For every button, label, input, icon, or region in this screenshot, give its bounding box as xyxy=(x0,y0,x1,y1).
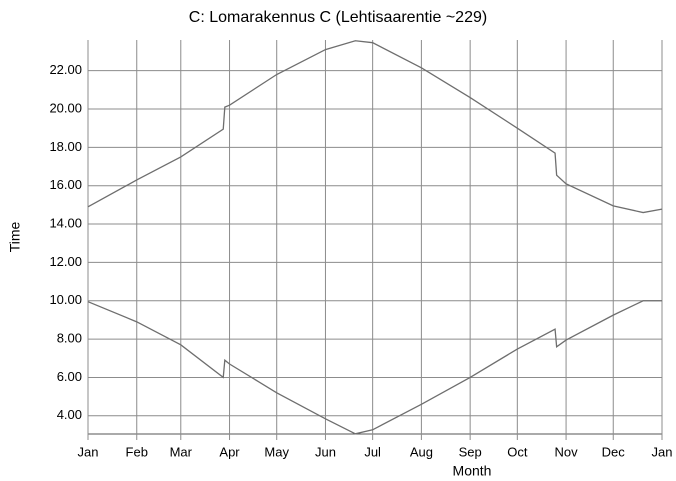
x-tick-label: Jul xyxy=(364,444,381,459)
x-tick-label: Mar xyxy=(170,444,193,459)
data-line xyxy=(87,300,662,435)
chart-title: C: Lomarakennus C (Lehtisaarentie ~229) xyxy=(189,9,487,26)
y-axis-label: Time xyxy=(7,221,23,252)
y-tick-label: 16.00 xyxy=(49,177,82,192)
x-tick-label: Sep xyxy=(459,444,482,459)
x-tick-label: Apr xyxy=(219,444,240,459)
y-tick-label: 22.00 xyxy=(49,62,82,77)
x-axis-label: Month xyxy=(453,463,492,479)
x-tick-label: Jan xyxy=(652,444,673,459)
y-tick-label: 8.00 xyxy=(57,331,82,346)
x-tick-label: Aug xyxy=(410,444,433,459)
y-tick-label: 10.00 xyxy=(49,292,82,307)
x-tick-label: Oct xyxy=(507,444,528,459)
x-tick-label: Jun xyxy=(315,444,336,459)
y-tick-label: 14.00 xyxy=(49,215,82,230)
x-tick-label: Feb xyxy=(126,444,148,459)
y-tick-label: 4.00 xyxy=(57,407,82,422)
y-tick-label: 12.00 xyxy=(49,254,82,269)
x-tick-label: Dec xyxy=(602,444,626,459)
x-tick-label: May xyxy=(264,444,289,459)
y-tick-label: 6.00 xyxy=(57,369,82,384)
y-tick-label: 20.00 xyxy=(49,100,82,115)
y-tick-label: 18.00 xyxy=(49,139,82,154)
x-tick-label: Jan xyxy=(78,444,99,459)
data-line xyxy=(87,40,663,214)
x-tick-label: Nov xyxy=(555,444,579,459)
